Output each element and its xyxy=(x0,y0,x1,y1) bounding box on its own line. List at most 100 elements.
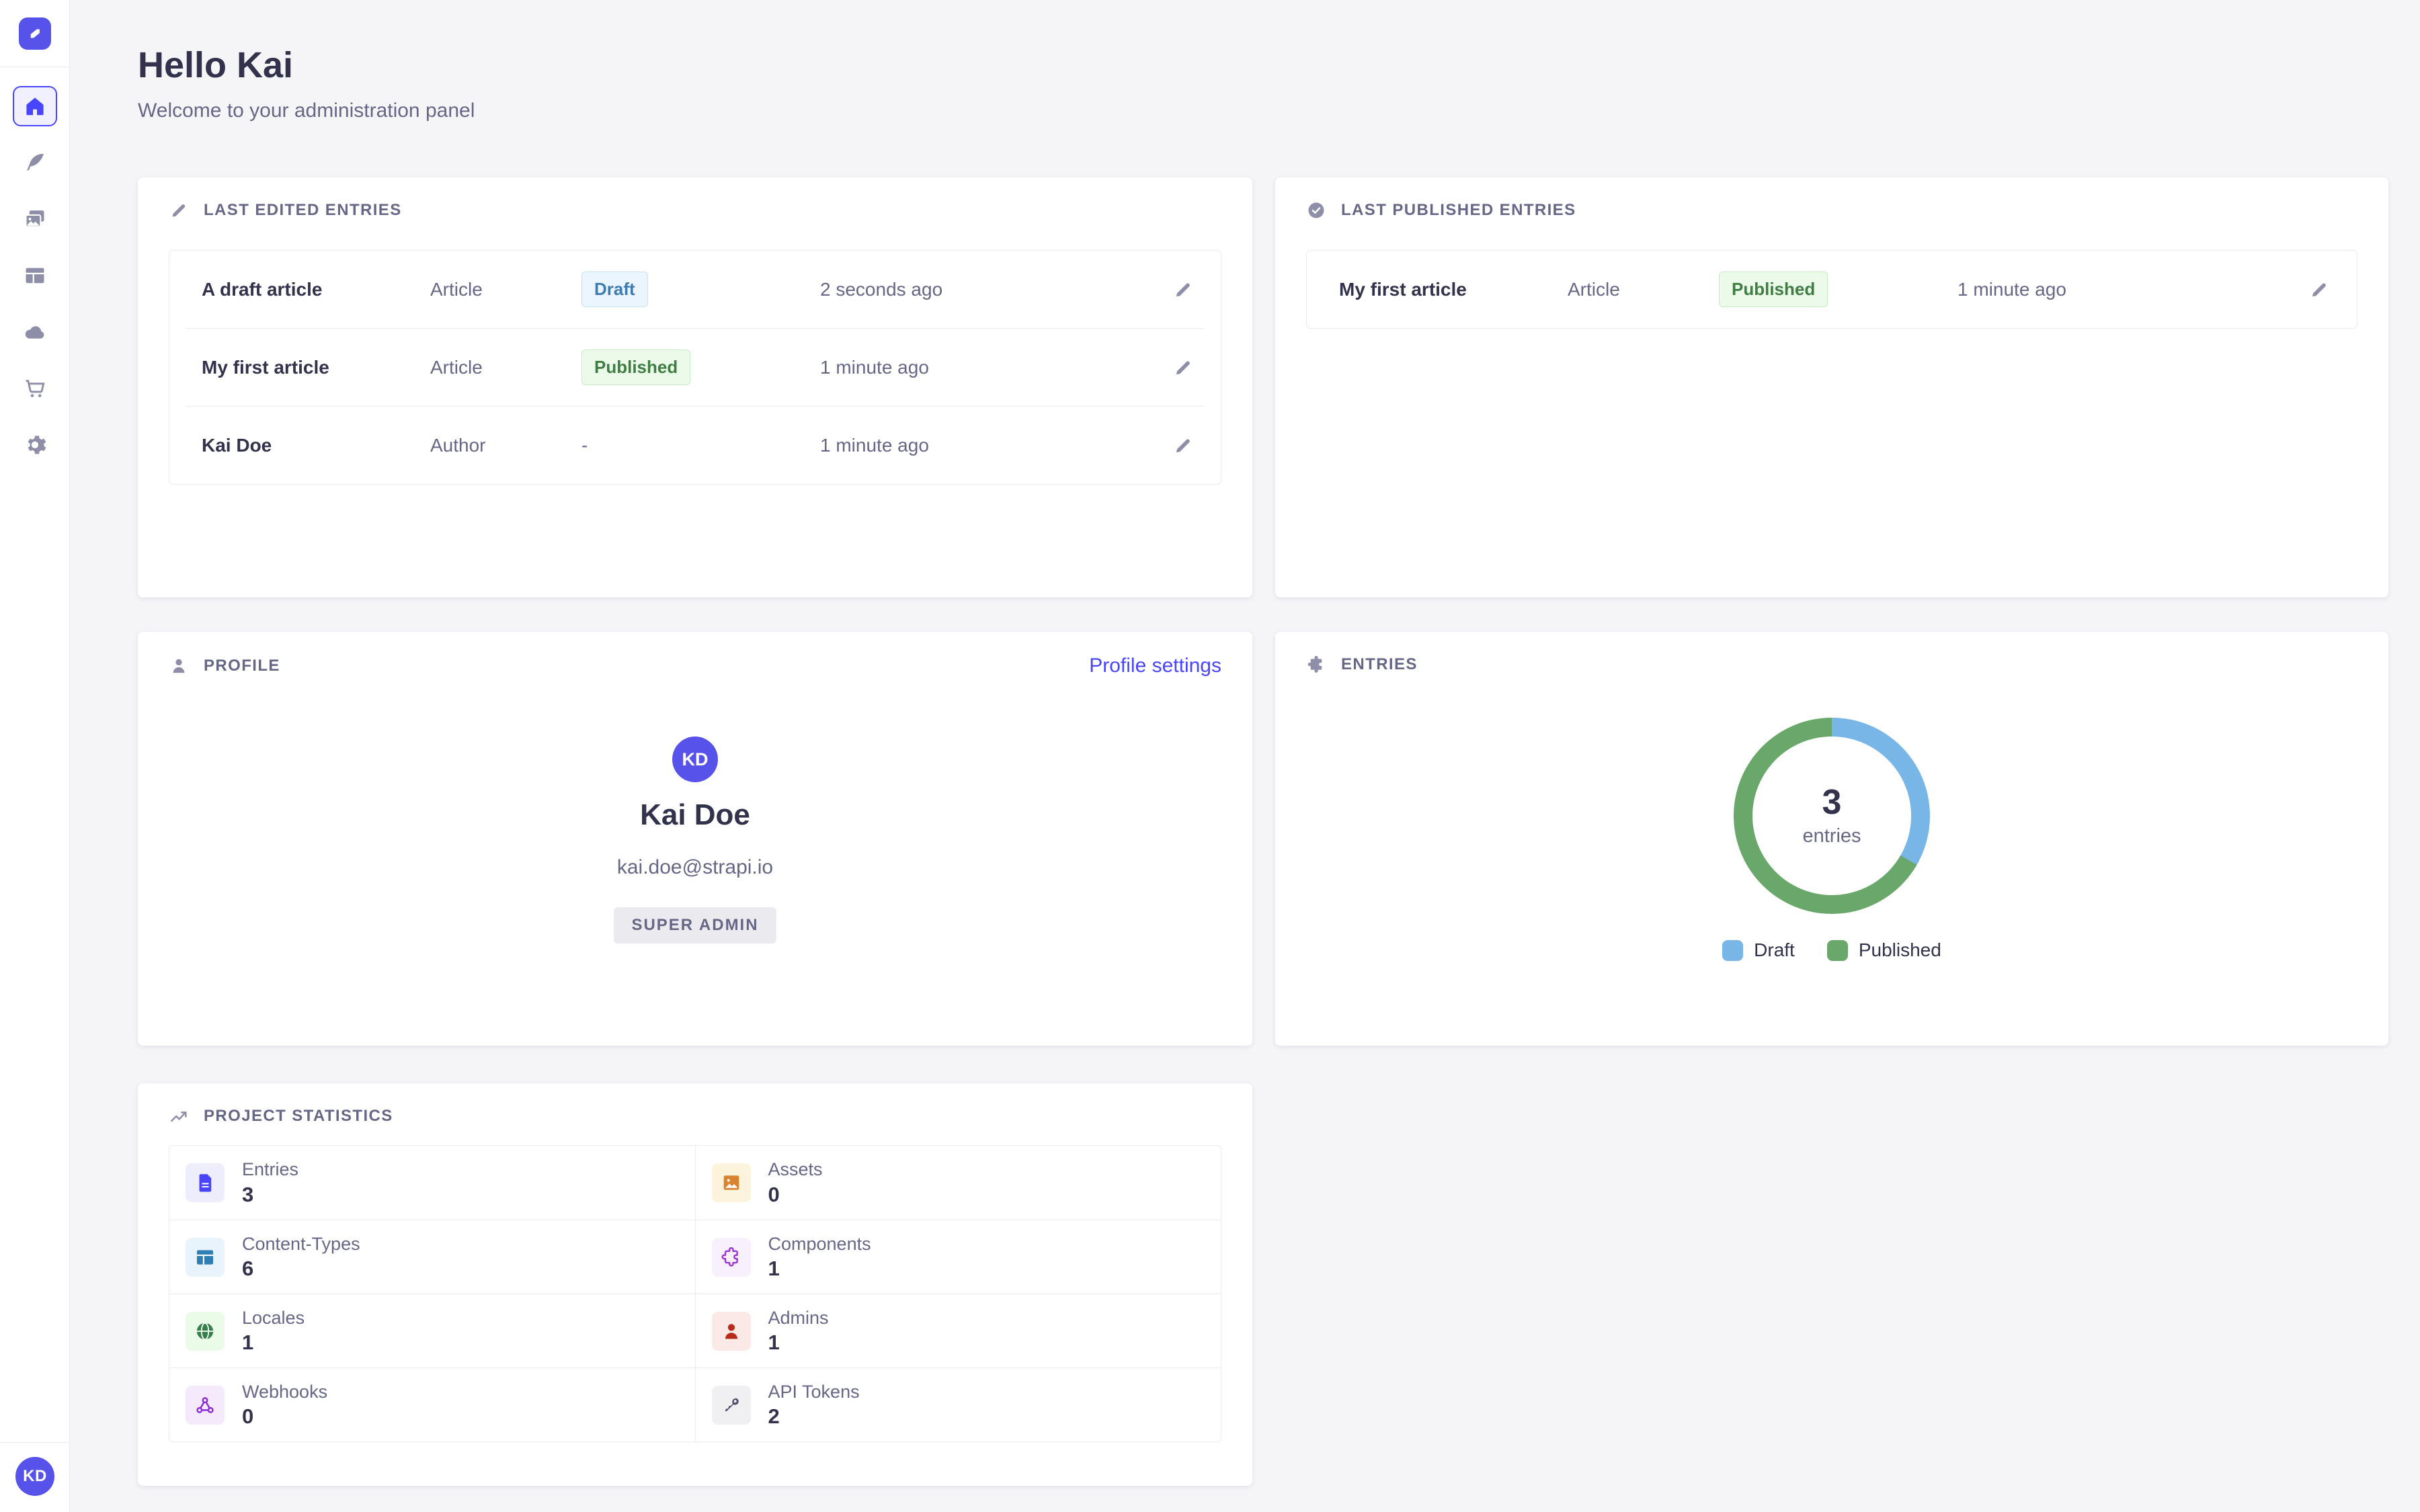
stat-label: Locales xyxy=(242,1307,305,1328)
table-row[interactable]: My first article Article Published 1 min… xyxy=(1307,251,2357,328)
edit-entry-button[interactable] xyxy=(1172,279,1194,300)
card-title: ENTRIES xyxy=(1341,655,1418,673)
profile-card: PROFILE Profile settings KD Kai Doe kai.… xyxy=(138,632,1252,1046)
pencil-icon xyxy=(2312,283,2326,296)
feather-icon xyxy=(26,154,44,171)
entry-title: My first article xyxy=(1339,278,1467,300)
edit-entry-button[interactable] xyxy=(1172,357,1194,378)
status-badge: Published xyxy=(1719,271,1828,307)
card-title: PROFILE xyxy=(204,657,280,675)
chart-legend: Draft Published xyxy=(1722,939,1941,961)
sidebar-item-marketplace[interactable] xyxy=(13,368,57,409)
legend-item-published: Published xyxy=(1826,939,1941,961)
cart-icon xyxy=(26,380,45,398)
entry-title: Kai Doe xyxy=(202,434,272,456)
card-title: LAST PUBLISHED ENTRIES xyxy=(1341,201,1576,219)
images-icon xyxy=(24,210,44,228)
row-divider xyxy=(186,328,1205,329)
sidebar-bottom-divider xyxy=(0,1442,69,1443)
profile-settings-link[interactable]: Profile settings xyxy=(1089,655,1221,677)
pencil-icon xyxy=(1176,361,1190,374)
sidebar: KD xyxy=(0,0,70,1512)
published-swatch xyxy=(1826,939,1848,961)
legend-label: Published xyxy=(1858,939,1941,960)
table-row[interactable]: A draft article Article Draft 2 seconds … xyxy=(169,251,1221,328)
entry-title: A draft article xyxy=(202,278,323,300)
entry-time: 1 minute ago xyxy=(1958,278,2066,300)
stat-value: 1 xyxy=(242,1331,254,1355)
entries-chart-card: ENTRIES 3 entries Draft Published xyxy=(1275,632,2388,1046)
key-icon xyxy=(711,1385,751,1425)
status-empty: - xyxy=(581,434,588,456)
sidebar-item-home[interactable] xyxy=(12,86,57,126)
profile-email: kai.doe@strapi.io xyxy=(616,856,774,878)
entry-title: My first article xyxy=(202,356,329,378)
edit-entry-button[interactable] xyxy=(2308,279,2330,300)
page-title: Hello Kai xyxy=(138,45,294,85)
stat-admins: Admins 1 xyxy=(694,1294,1221,1368)
puzzle-icon xyxy=(1307,656,1322,673)
donut-total: 3 xyxy=(1822,783,1842,823)
stat-locales: Locales 1 xyxy=(169,1294,695,1368)
draft-swatch xyxy=(1722,939,1744,961)
row-divider xyxy=(186,406,1205,407)
user-avatar[interactable]: KD xyxy=(15,1457,54,1496)
stat-entries: Entries 3 xyxy=(169,1146,695,1220)
edit-entry-button[interactable] xyxy=(1172,435,1194,456)
pencil-icon xyxy=(1176,283,1190,296)
profile-avatar: KD xyxy=(672,737,718,782)
stat-components: Components 1 xyxy=(694,1220,1221,1294)
file-icon xyxy=(186,1163,225,1202)
entry-time: 1 minute ago xyxy=(820,434,929,456)
layout-icon xyxy=(26,267,44,284)
user-icon xyxy=(711,1311,751,1351)
strapi-logo-icon xyxy=(30,29,40,38)
project-statistics-card: PROJECT STATISTICS Entries 3 Assets 0 xyxy=(138,1083,1252,1486)
stat-label: Components xyxy=(768,1233,871,1254)
stat-value: 0 xyxy=(242,1404,254,1429)
sidebar-item-settings[interactable] xyxy=(13,425,57,465)
stat-label: API Tokens xyxy=(768,1381,860,1402)
layout-icon xyxy=(186,1237,225,1277)
sidebar-item-cloud[interactable] xyxy=(13,312,57,352)
last-edited-table: A draft article Article Draft 2 seconds … xyxy=(169,250,1221,485)
last-edited-entries-card: LAST EDITED ENTRIES A draft article Arti… xyxy=(138,177,1252,597)
stat-value: 6 xyxy=(242,1257,254,1281)
legend-label: Draft xyxy=(1754,939,1795,960)
profile-name: Kai Doe xyxy=(640,798,750,831)
webhook-icon xyxy=(186,1385,225,1425)
stat-label: Admins xyxy=(768,1307,829,1328)
stat-value: 2 xyxy=(768,1404,780,1429)
table-row[interactable]: My first article Article Published 1 min… xyxy=(169,329,1221,406)
strapi-logo[interactable] xyxy=(18,17,51,50)
status-badge: Published xyxy=(581,349,691,385)
pencil-icon xyxy=(1176,439,1190,452)
stat-value: 1 xyxy=(768,1257,780,1281)
last-published-table: My first article Article Published 1 min… xyxy=(1306,250,2357,329)
stat-value: 1 xyxy=(768,1331,780,1355)
card-title: LAST EDITED ENTRIES xyxy=(204,201,402,219)
stat-value: 0 xyxy=(768,1182,780,1206)
entry-kind: Article xyxy=(430,356,483,378)
sidebar-item-content-type-builder[interactable] xyxy=(13,255,57,296)
stat-webhooks: Webhooks 0 xyxy=(169,1368,695,1441)
sidebar-item-content-manager[interactable] xyxy=(13,142,57,183)
card-title: PROJECT STATISTICS xyxy=(204,1107,393,1125)
entry-time: 2 seconds ago xyxy=(820,278,943,300)
last-published-entries-card: LAST PUBLISHED ENTRIES My first article … xyxy=(1275,177,2388,597)
trending-up-icon xyxy=(171,1111,187,1122)
stat-content-types: Content-Types 6 xyxy=(169,1220,695,1294)
stat-api-tokens: API Tokens 2 xyxy=(694,1368,1221,1441)
entry-kind: Author xyxy=(430,434,486,456)
role-badge: SUPER ADMIN xyxy=(614,907,776,943)
page-subtitle: Welcome to your administration panel xyxy=(138,99,475,122)
table-row[interactable]: Kai Doe Author - 1 minute ago xyxy=(169,407,1221,484)
donut-total-label: entries xyxy=(1802,825,1861,847)
stat-value: 3 xyxy=(242,1182,254,1206)
globe-icon xyxy=(186,1311,225,1351)
stat-label: Assets xyxy=(768,1159,823,1180)
gear-icon xyxy=(28,435,46,454)
entry-kind: Article xyxy=(1568,278,1620,300)
sidebar-item-media-library[interactable] xyxy=(13,199,57,239)
